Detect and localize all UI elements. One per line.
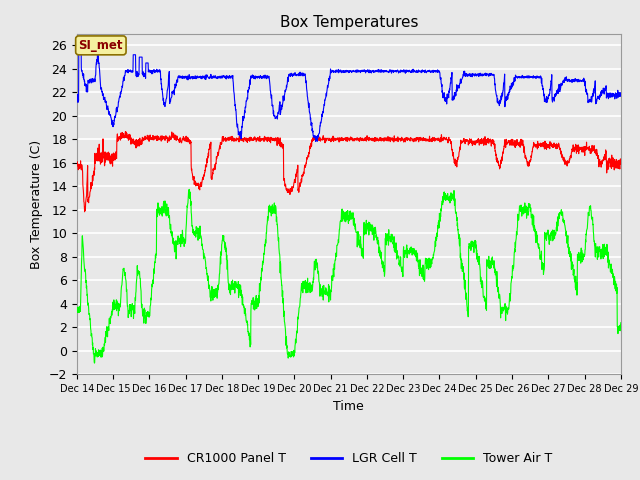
Title: Box Temperatures: Box Temperatures: [280, 15, 418, 30]
Y-axis label: Box Temperature (C): Box Temperature (C): [30, 139, 43, 269]
Legend: CR1000 Panel T, LGR Cell T, Tower Air T: CR1000 Panel T, LGR Cell T, Tower Air T: [140, 447, 557, 470]
Text: SI_met: SI_met: [79, 39, 123, 52]
X-axis label: Time: Time: [333, 400, 364, 413]
